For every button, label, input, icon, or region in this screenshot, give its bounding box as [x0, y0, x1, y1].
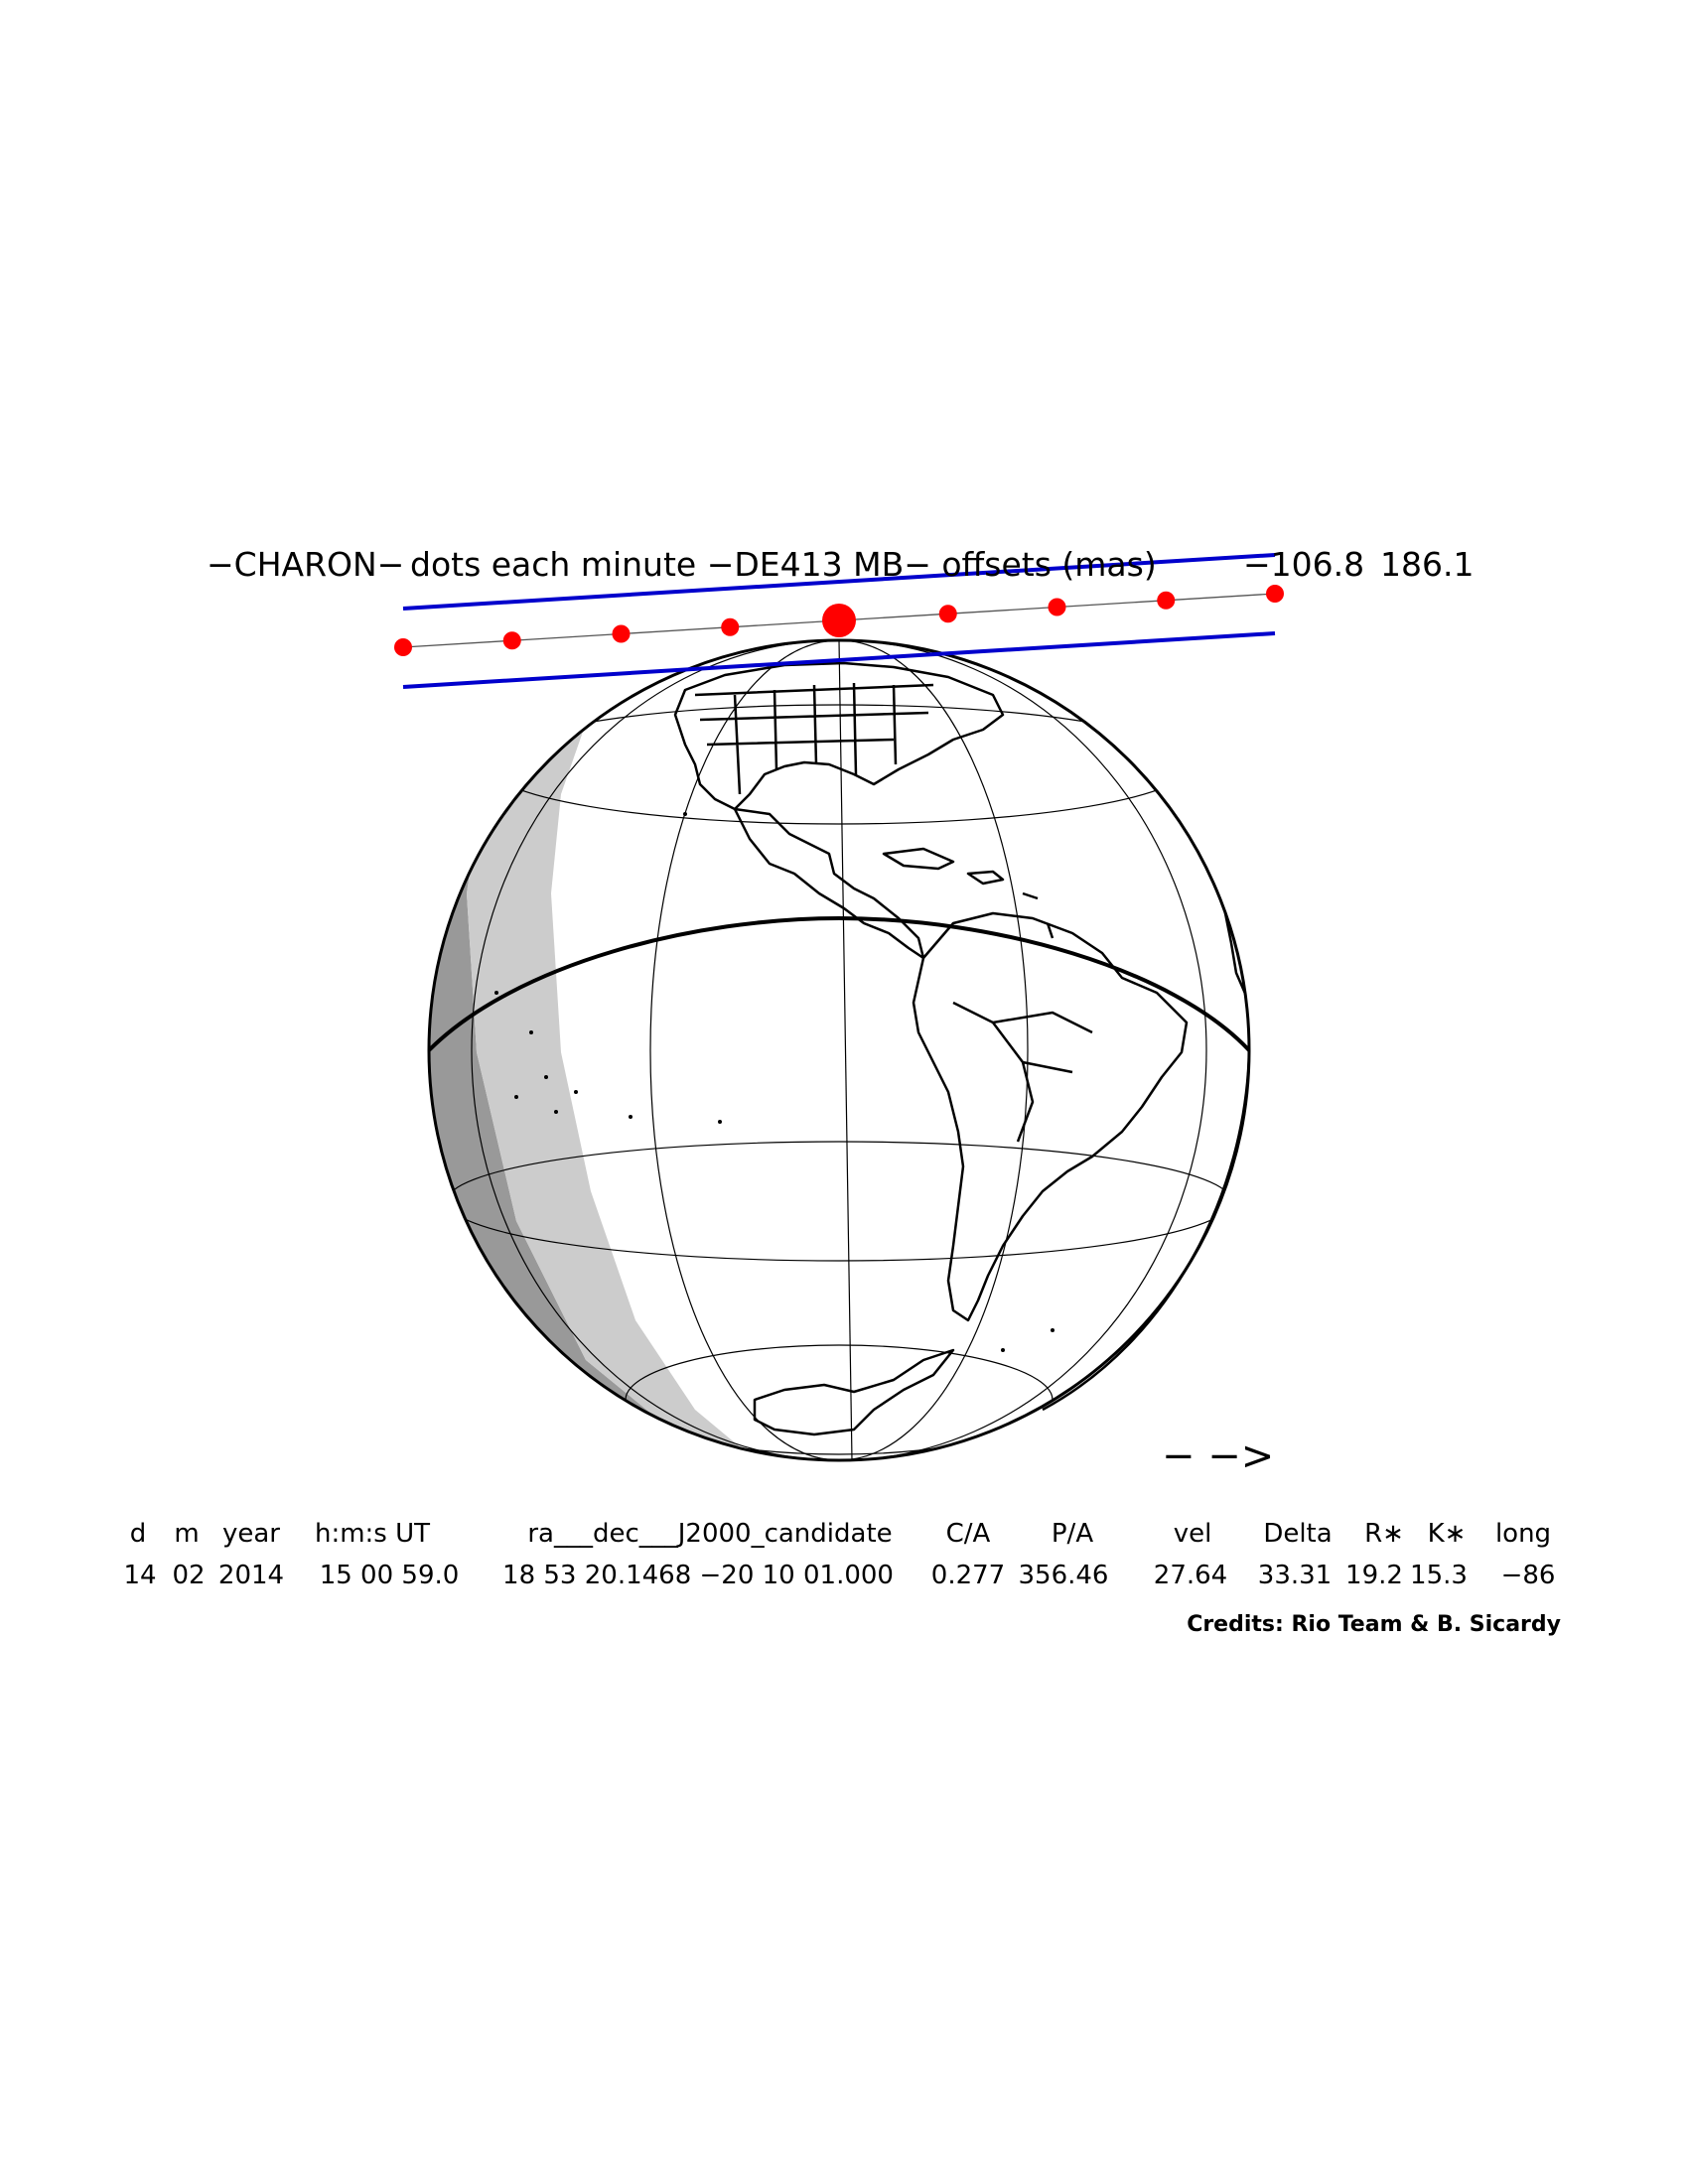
table-value: 356.46	[1019, 1561, 1109, 1590]
table-value: 14	[123, 1561, 156, 1590]
minute-dot	[502, 631, 521, 650]
table-value: 0.277	[931, 1561, 1005, 1590]
table-header: K∗	[1428, 1519, 1467, 1549]
table-value: 15.3	[1410, 1561, 1468, 1590]
table-values: 14 02 2014 15 00 59.0 18 53 20.1468 −20 10 0…	[123, 1561, 1555, 1590]
twilight-band	[467, 645, 814, 1460]
table-header: ra___dec___J2000_candidate	[527, 1519, 892, 1549]
table-header: d	[130, 1519, 147, 1549]
minute-dot	[721, 617, 740, 636]
minute-dot	[1048, 598, 1066, 616]
night-region	[429, 655, 814, 1460]
globe-limb-inner	[1042, 1049, 1251, 1412]
table-value: 15 00 59.0	[320, 1561, 460, 1590]
credits: Credits: Rio Team & B. Sicardy	[1187, 1612, 1561, 1637]
table-header: Delta	[1263, 1519, 1332, 1549]
table-headers: d m year h:m:s UT ra___dec___J2000_candidate…	[130, 1519, 1551, 1549]
table-header: m	[174, 1519, 199, 1549]
minute-dots	[394, 585, 1284, 656]
island-dots	[494, 812, 1055, 1352]
title-offset-dec: 186.1	[1380, 545, 1474, 584]
shadow-limit-south	[402, 631, 1276, 689]
title-offset-ra: −106.8	[1243, 545, 1364, 584]
table-value: 19.2	[1345, 1561, 1403, 1590]
globe	[427, 638, 1251, 1462]
minute-dot	[394, 638, 412, 656]
table-header: R∗	[1364, 1519, 1404, 1549]
minute-dot	[1266, 585, 1284, 603]
minute-dot	[1157, 591, 1176, 610]
table-header: year	[222, 1519, 280, 1549]
table-header: h:m:s UT	[315, 1519, 430, 1549]
title-caption: dots each minute −DE413 MB− offsets (mas…	[410, 545, 1157, 584]
minute-dot	[612, 624, 631, 643]
direction-arrow: − −>	[1162, 1433, 1274, 1479]
table-value: 18 53 20.1468 −20 10 01.000	[502, 1561, 894, 1590]
equator	[429, 915, 1249, 1052]
table-value: 02	[172, 1561, 205, 1590]
closest-approach-dot	[822, 604, 856, 637]
table-header: C/A	[946, 1519, 991, 1549]
globe-disk	[429, 640, 1249, 1460]
title-object: −CHARON−	[207, 545, 404, 584]
shadow-limit-north	[402, 553, 1276, 611]
table-value: 27.64	[1154, 1561, 1227, 1590]
table-header: long	[1495, 1519, 1551, 1549]
table-header: P/A	[1052, 1519, 1093, 1549]
minute-dot	[938, 605, 957, 623]
table-header: vel	[1174, 1519, 1212, 1549]
occultation-path	[394, 553, 1284, 689]
table-value: 2014	[218, 1561, 284, 1590]
table-value: 33.31	[1258, 1561, 1332, 1590]
table-value: −86	[1501, 1561, 1556, 1590]
continents	[673, 661, 1249, 1436]
